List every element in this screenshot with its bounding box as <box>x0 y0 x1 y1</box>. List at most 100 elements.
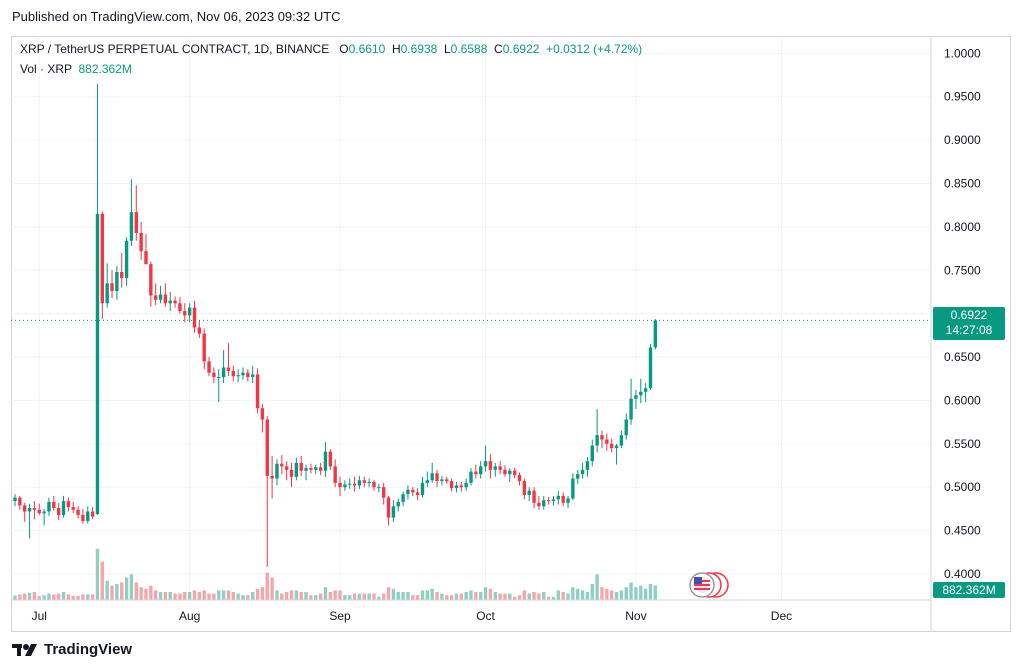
candle-body <box>508 470 512 475</box>
candle-body <box>90 511 95 517</box>
volume-bar <box>425 590 430 600</box>
candle-body <box>168 300 172 304</box>
candle-body <box>71 507 75 510</box>
volume-bar <box>90 594 95 600</box>
candle-body <box>197 327 202 334</box>
volume-bar <box>639 585 643 600</box>
candle-body <box>27 508 32 512</box>
candle-body <box>207 361 211 373</box>
close-label: C <box>494 42 503 56</box>
volume-bar <box>18 594 22 600</box>
tradingview-logo-icon[interactable] <box>12 642 38 658</box>
events-icon <box>689 572 729 598</box>
volume-bar <box>542 592 546 600</box>
candle-body <box>595 435 599 446</box>
volume-bar <box>270 577 274 600</box>
volume-bar <box>173 593 177 600</box>
volume-bar <box>493 592 497 600</box>
candle-body <box>144 251 148 265</box>
y-tick-label: 0.5000 <box>944 480 981 494</box>
volume-bar <box>585 592 590 600</box>
candle-body <box>95 213 100 515</box>
volume-bar <box>454 593 459 600</box>
volume-bar <box>27 592 32 600</box>
volume-bar <box>255 588 260 600</box>
volume-bar <box>338 590 342 600</box>
open-label: O <box>339 42 349 56</box>
volume-bar <box>498 593 502 600</box>
volume-bar <box>221 590 226 600</box>
candle-body <box>537 502 541 507</box>
candle-body <box>445 479 449 482</box>
volume-bar <box>469 590 473 600</box>
volume-bar <box>66 594 71 600</box>
candle-body <box>202 333 206 362</box>
grid <box>11 36 931 600</box>
volume-label[interactable]: Vol · XRP <box>20 62 72 76</box>
candle-body <box>420 482 425 496</box>
volume-bar <box>537 593 541 600</box>
low-label: L <box>443 42 451 56</box>
candle-body <box>415 492 420 496</box>
chart-frame[interactable] <box>11 36 1011 632</box>
volume-bar <box>202 590 206 600</box>
volume-bar <box>120 582 124 600</box>
volume-bar <box>284 592 289 600</box>
close-value: 0.6922 <box>502 42 540 56</box>
candle-body <box>120 272 124 279</box>
symbol-name[interactable]: XRP / TetherUS PERPETUAL CONTRACT, 1D, B… <box>20 42 330 56</box>
candle-body <box>512 470 517 476</box>
volume-bar <box>430 588 434 600</box>
brand-name[interactable]: TradingView <box>44 641 133 658</box>
volume-bar <box>56 593 61 600</box>
volume-bar <box>304 592 308 600</box>
volume-bar <box>576 588 580 600</box>
low-value: 0.6588 <box>450 42 488 56</box>
x-tick-label: Oct <box>476 609 495 623</box>
volume-bar <box>406 592 410 600</box>
y-tick-label: 0.4000 <box>944 567 981 581</box>
volume-bar <box>508 593 512 600</box>
volume-bar <box>561 592 565 600</box>
y-tick-label: 0.8500 <box>944 177 981 191</box>
candle-body <box>129 212 134 241</box>
candle-body <box>648 347 653 389</box>
candle-body <box>406 489 410 495</box>
volume-bar <box>571 587 575 600</box>
candle-body <box>348 483 352 485</box>
volume-bar <box>144 588 148 600</box>
candle-body <box>86 511 90 522</box>
volume-bar <box>217 590 221 600</box>
candle-body <box>653 320 658 348</box>
candle-body <box>56 508 61 515</box>
candle-body <box>503 469 507 475</box>
volume-bar <box>474 592 478 600</box>
volume-bar <box>595 574 599 600</box>
candle-body <box>624 419 628 436</box>
published-info: Published on TradingView.com, Nov 06, 20… <box>12 9 341 24</box>
candle-body <box>440 479 444 482</box>
x-tick-label: Jul <box>32 609 47 623</box>
volume-bar <box>260 587 265 600</box>
candle-body <box>187 307 192 316</box>
volume-bar <box>445 595 449 600</box>
volume-bar <box>309 595 313 600</box>
volume-bar <box>42 595 46 600</box>
volume-bar <box>149 585 153 600</box>
volume-bar <box>527 593 531 600</box>
candle-body <box>469 471 473 483</box>
candle-body <box>251 374 255 378</box>
candle-body <box>367 481 371 483</box>
volume-bar <box>314 595 318 600</box>
volume-bar <box>241 595 245 600</box>
volume-bar <box>590 584 594 600</box>
candle-body <box>580 469 585 475</box>
volume-bar <box>551 596 556 600</box>
candle-body <box>13 497 17 502</box>
candle-body <box>634 395 638 399</box>
x-tick-label: Sep <box>329 609 351 623</box>
volume-bar <box>178 593 182 600</box>
volume-bar <box>488 588 493 600</box>
volume-bar <box>187 592 192 600</box>
